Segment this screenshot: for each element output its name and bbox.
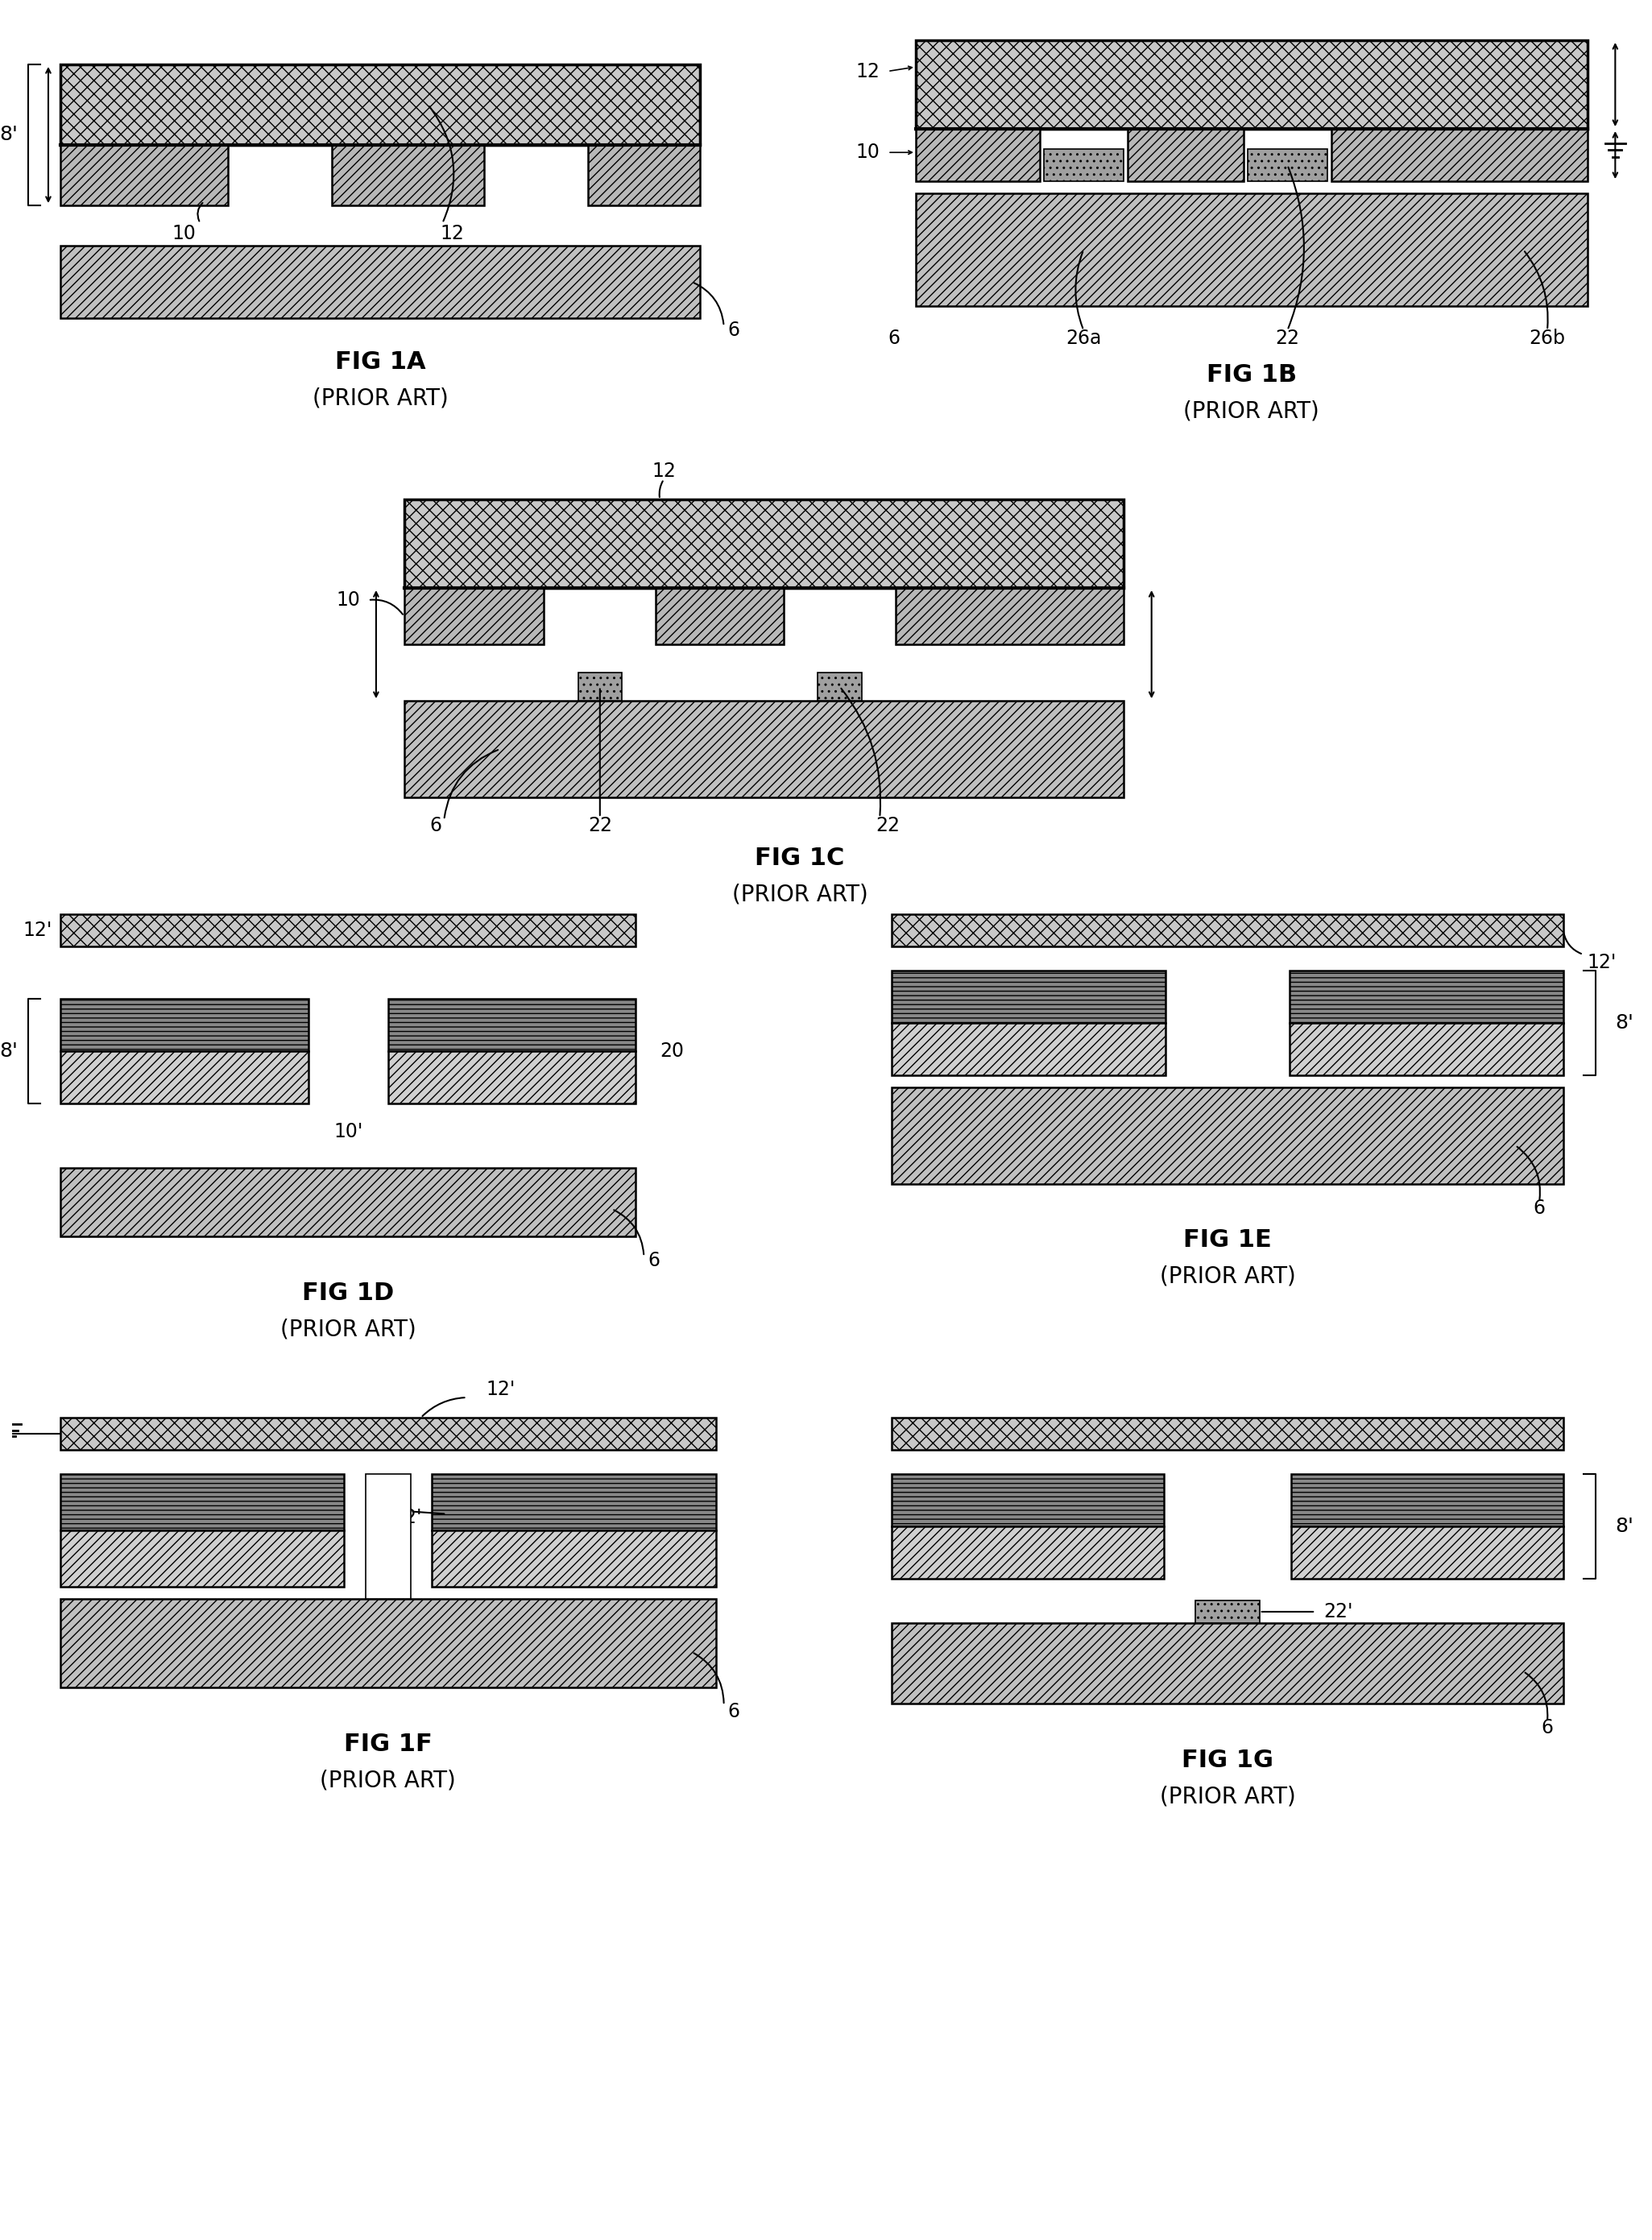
Text: 26b: 26b [1530,329,1566,347]
Text: 22': 22' [392,1508,421,1528]
Text: 8': 8' [0,125,18,146]
Bar [61,999,309,1051]
Text: 10': 10' [334,1122,363,1142]
Text: 6: 6 [1533,1198,1545,1219]
Bar [61,1051,309,1104]
Text: 10: 10 [856,143,881,161]
Text: (PRIOR ART): (PRIOR ART) [281,1317,416,1340]
Text: 22: 22 [1275,329,1300,347]
Bar [405,500,1123,587]
Bar [1292,1525,1563,1579]
Bar [61,146,228,206]
Bar [405,701,1123,797]
Text: 6: 6 [648,1250,661,1270]
Bar [1044,150,1123,181]
Text: (PRIOR ART): (PRIOR ART) [320,1770,456,1792]
Text: 22': 22' [1323,1602,1353,1622]
Text: 12': 12' [1588,952,1617,972]
Bar [915,193,1588,307]
Bar [892,1474,1163,1525]
Bar [1247,150,1328,181]
Text: 12: 12 [439,224,464,244]
Bar [61,914,636,948]
Bar [895,587,1123,645]
Bar [61,65,700,146]
Text: 6: 6 [430,815,443,836]
Text: 10: 10 [172,224,197,244]
Text: 6: 6 [729,320,740,340]
Bar [61,1530,344,1586]
Bar [61,1599,715,1687]
Bar [365,1474,410,1599]
Text: FIG 1G: FIG 1G [1181,1747,1274,1772]
Text: FIG 1F: FIG 1F [344,1732,433,1756]
Text: 6: 6 [887,329,900,347]
Bar [1290,970,1563,1024]
Text: 12: 12 [856,63,881,81]
Text: 6: 6 [729,1702,740,1720]
Text: 22: 22 [588,815,611,836]
Text: FIG 1B: FIG 1B [1206,363,1297,385]
Bar [588,146,700,206]
Bar [332,146,484,206]
Bar [892,914,1563,948]
Text: FIG 1E: FIG 1E [1183,1230,1272,1252]
Text: 6: 6 [1541,1718,1553,1738]
Bar [1128,130,1244,181]
Bar [1292,1474,1563,1525]
Text: (PRIOR ART): (PRIOR ART) [312,388,448,410]
Bar [892,970,1166,1024]
Text: 12': 12' [486,1380,515,1400]
Text: (PRIOR ART): (PRIOR ART) [732,883,867,905]
Bar [915,40,1588,130]
Text: 12: 12 [653,461,676,482]
Text: (PRIOR ART): (PRIOR ART) [1183,399,1320,421]
Text: 8': 8' [1616,1012,1634,1033]
Bar [656,587,783,645]
Bar [892,1418,1563,1449]
Text: (PRIOR ART): (PRIOR ART) [1160,1266,1295,1288]
Text: (PRIOR ART): (PRIOR ART) [1160,1785,1295,1808]
Text: FIG 1C: FIG 1C [755,847,844,869]
Bar [1332,130,1588,181]
Bar [1196,1599,1259,1624]
Bar [915,130,1039,181]
Bar [388,1051,636,1104]
Bar [405,587,544,645]
Text: 20: 20 [659,1042,684,1062]
Bar [61,1418,715,1449]
Bar [1290,1024,1563,1075]
Text: 8': 8' [1616,1516,1634,1537]
Bar [61,1474,344,1530]
Text: 8': 8' [0,1042,18,1062]
Text: 12': 12' [23,921,53,941]
Text: 10: 10 [335,591,360,609]
Bar [61,1167,636,1236]
Text: 26a: 26a [1066,329,1102,347]
Bar [433,1474,715,1530]
Bar [818,672,862,701]
Text: FIG 1D: FIG 1D [302,1281,395,1304]
Bar [892,1086,1563,1185]
Text: FIG 1A: FIG 1A [335,352,426,374]
Bar [892,1024,1166,1075]
Bar [433,1530,715,1586]
Text: 22: 22 [876,815,900,836]
Bar [61,246,700,318]
Bar [388,999,636,1051]
Bar [578,672,621,701]
Bar [892,1624,1563,1705]
Bar [892,1525,1163,1579]
